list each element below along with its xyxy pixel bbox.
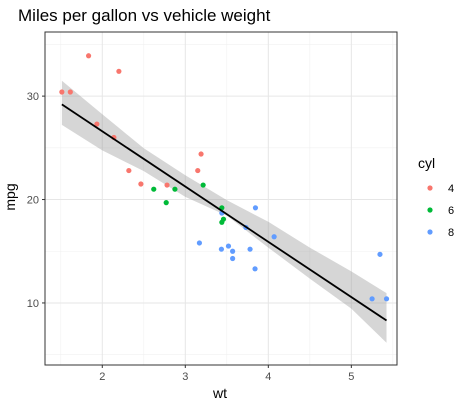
x-tick-label: 5 [348,371,354,383]
data-point-cyl-4 [59,89,65,95]
data-point-cyl-8 [196,240,203,246]
data-point-cyl-8 [230,255,236,262]
chart-title: Miles per gallon vs vehicle weight [18,6,271,25]
x-tick-label: 3 [182,371,188,383]
x-axis-title: wt [212,385,227,401]
data-point-cyl-6 [219,219,225,225]
data-point-cyl-4 [198,151,204,157]
y-tick-label: 10 [27,298,39,310]
data-point-cyl-8 [218,246,225,252]
data-point-cyl-8 [230,248,236,254]
legend-title: cyl [418,155,435,171]
y-tick-label: 20 [27,195,39,207]
legend-label-cyl-8: 8 [448,227,454,239]
data-point-cyl-8 [247,246,253,252]
x-axis: 2 3 4 5 [99,365,354,383]
data-point-cyl-4 [126,167,132,174]
trend-line [61,103,388,322]
plot-panel [44,31,398,366]
data-point-cyl-6 [172,186,178,192]
legend-key-cyl-6 [427,207,433,213]
legend-key-cyl-4 [427,185,433,191]
y-tick-label: 30 [27,91,39,103]
data-point-cyl-8 [383,296,390,302]
data-point-cyl-8 [271,234,277,240]
x-tick-label: 2 [99,371,105,383]
data-point-cyl-4 [164,182,170,188]
y-axis: 10 20 30 [27,91,45,310]
legend-label-cyl-6: 6 [448,205,454,217]
data-point-cyl-4 [195,167,201,174]
data-point-cyl-8 [252,205,259,211]
data-point-cyl-8 [377,251,383,257]
y-axis-title: mpg [2,183,18,210]
data-point-cyl-4 [94,121,100,127]
panel-border [44,31,398,366]
data-point-cyl-4 [116,68,122,74]
legend: cyl 4 6 8 [418,155,454,239]
data-point-cyl-8 [225,243,232,249]
data-point-cyl-8 [252,266,258,272]
data-point-cyl-6 [151,186,157,192]
data-point-cyl-8 [369,296,375,302]
x-tick-label: 4 [265,371,271,383]
data-point-cyl-6 [200,182,206,188]
data-point-cyl-4 [67,89,73,95]
data-point-cyl-4 [138,181,144,187]
data-point-cyl-4 [85,53,92,59]
data-point-cyl-6 [163,200,169,206]
legend-label-cyl-4: 4 [448,183,454,195]
panel-background [45,32,397,365]
legend-key-cyl-8 [427,229,433,235]
